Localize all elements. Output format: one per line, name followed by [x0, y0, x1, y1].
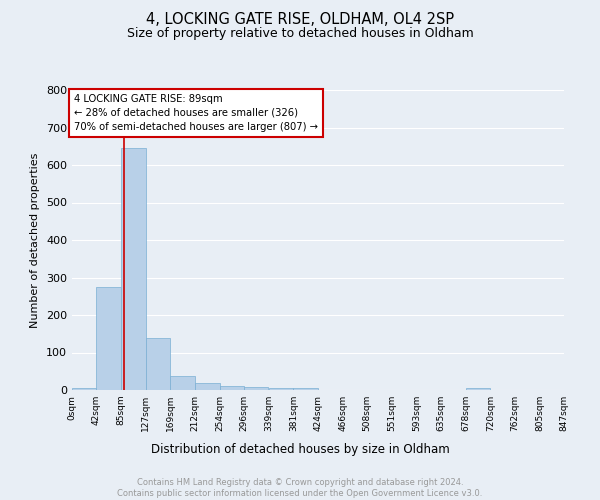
Text: 4, LOCKING GATE RISE, OLDHAM, OL4 2SP: 4, LOCKING GATE RISE, OLDHAM, OL4 2SP: [146, 12, 454, 28]
Bar: [293, 388, 318, 390]
Text: Contains HM Land Registry data © Crown copyright and database right 2024.
Contai: Contains HM Land Registry data © Crown c…: [118, 478, 482, 498]
Bar: [72, 388, 97, 390]
Bar: [220, 386, 244, 390]
Bar: [170, 376, 194, 390]
Text: Size of property relative to detached houses in Oldham: Size of property relative to detached ho…: [127, 28, 473, 40]
Bar: [121, 148, 146, 390]
Text: Distribution of detached houses by size in Oldham: Distribution of detached houses by size …: [151, 442, 449, 456]
Text: 4 LOCKING GATE RISE: 89sqm
← 28% of detached houses are smaller (326)
70% of sem: 4 LOCKING GATE RISE: 89sqm ← 28% of deta…: [74, 94, 319, 132]
Bar: [97, 287, 121, 390]
Bar: [466, 388, 490, 390]
Bar: [195, 382, 220, 390]
Bar: [244, 387, 268, 390]
Bar: [269, 388, 293, 390]
Y-axis label: Number of detached properties: Number of detached properties: [31, 152, 40, 328]
Bar: [146, 338, 170, 390]
